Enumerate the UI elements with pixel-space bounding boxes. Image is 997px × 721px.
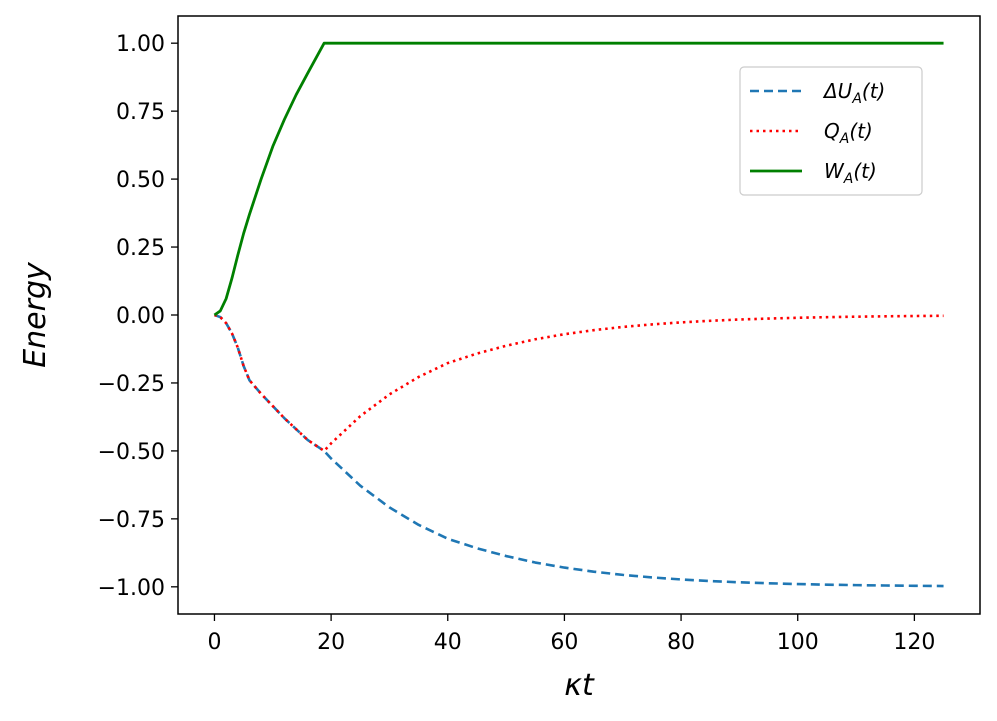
y-tick-label: 1.00	[116, 32, 165, 57]
legend-label-2: QA(t)	[824, 119, 873, 147]
legend-label-1: ΔUA(t)	[822, 79, 885, 107]
legend-box	[739, 66, 923, 196]
y-tick-label: 0.75	[116, 100, 165, 125]
x-tick-label: 60	[550, 630, 578, 655]
x-tick-label: 0	[207, 630, 221, 655]
x-axis: 0 20 40 60 80 100 120	[207, 614, 935, 655]
series-line-1	[214, 313, 944, 588]
y-tick-label: 0.25	[116, 236, 165, 261]
y-tick-label: 0.50	[116, 168, 165, 193]
series-layer	[213, 41, 944, 588]
y-tick-label: −0.50	[98, 440, 165, 465]
legend: ΔUA(t) QA(t) WA(t)	[739, 66, 923, 196]
series-line-2	[214, 313, 944, 453]
x-tick-label: 100	[777, 630, 819, 655]
x-tick-label: 40	[434, 630, 462, 655]
y-axis-label: Energy	[18, 261, 53, 368]
y-axis: 1.00 0.75 0.50 0.25 0.00 −0.25 −0.50 −0.75 −1.00	[98, 32, 178, 601]
y-tick-label: −0.25	[98, 372, 165, 397]
legend-label-3: WA(t)	[824, 159, 877, 187]
x-tick-label: 120	[893, 630, 935, 655]
y-tick-label: −1.00	[98, 576, 165, 601]
y-tick-label: 0.00	[116, 304, 165, 329]
series-line-3	[213, 41, 944, 317]
x-tick-label: 20	[317, 630, 345, 655]
x-axis-label: κt	[564, 668, 595, 703]
x-tick-label: 80	[667, 630, 695, 655]
y-tick-label: −0.75	[98, 508, 165, 533]
